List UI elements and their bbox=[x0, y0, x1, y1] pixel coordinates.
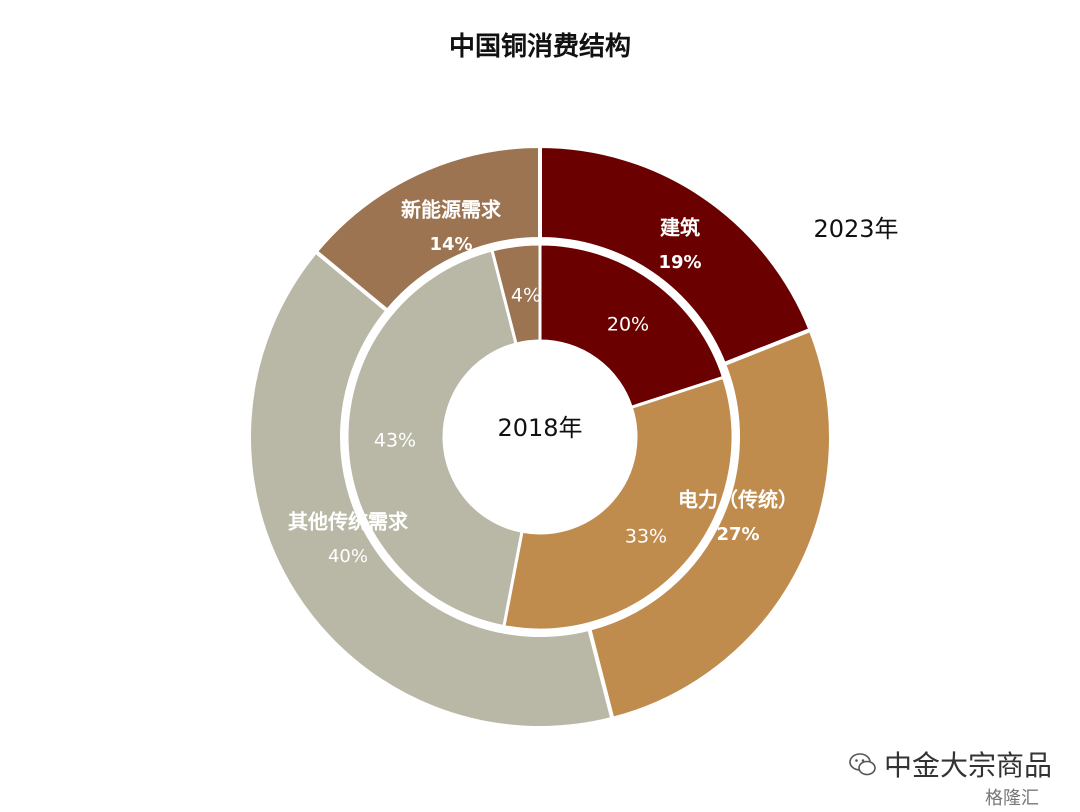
outer-slice-label-1: 27% bbox=[716, 524, 759, 545]
outer-slice-category-0: 建筑 bbox=[660, 216, 700, 240]
outer-slice-category-1: 电力（传统） bbox=[678, 488, 798, 512]
inner-ring-name: 2018年 bbox=[497, 414, 582, 442]
outer-slice-category-2: 其他传统需求 bbox=[288, 510, 409, 534]
inner-slice-label-1: 33% bbox=[625, 526, 667, 548]
inner-slice-2 bbox=[345, 248, 524, 629]
outer-slice-label-0: 19% bbox=[658, 252, 701, 273]
inner-slice-3 bbox=[490, 242, 542, 346]
outer-slice-category-3: 新能源需求 bbox=[401, 198, 502, 222]
outer-slice-3 bbox=[312, 143, 542, 314]
watermark-brand-text: 中金大宗商品 bbox=[884, 749, 1053, 782]
outer-slice-2 bbox=[247, 248, 615, 730]
outer-slice-label-3: 14% bbox=[429, 234, 472, 255]
inner-slice-label-0: 20% bbox=[607, 314, 649, 336]
chart-title: 中国铜消费结构 bbox=[448, 32, 631, 62]
inner-slice-1 bbox=[502, 375, 735, 632]
outer-ring-name: 2023年 bbox=[813, 215, 898, 243]
watermark-source: 格隆汇 bbox=[985, 788, 1039, 809]
outer-slice-1 bbox=[586, 327, 833, 722]
wechat-icon bbox=[849, 753, 876, 776]
inner-slice-label-3: 4% bbox=[511, 285, 541, 307]
inner-slice-label-2: 43% bbox=[374, 430, 416, 452]
watermark-brand: 中金大宗商品 bbox=[848, 744, 1052, 784]
outer-slice-label-2: 40% bbox=[328, 546, 368, 567]
inner-slice-0 bbox=[538, 242, 726, 410]
